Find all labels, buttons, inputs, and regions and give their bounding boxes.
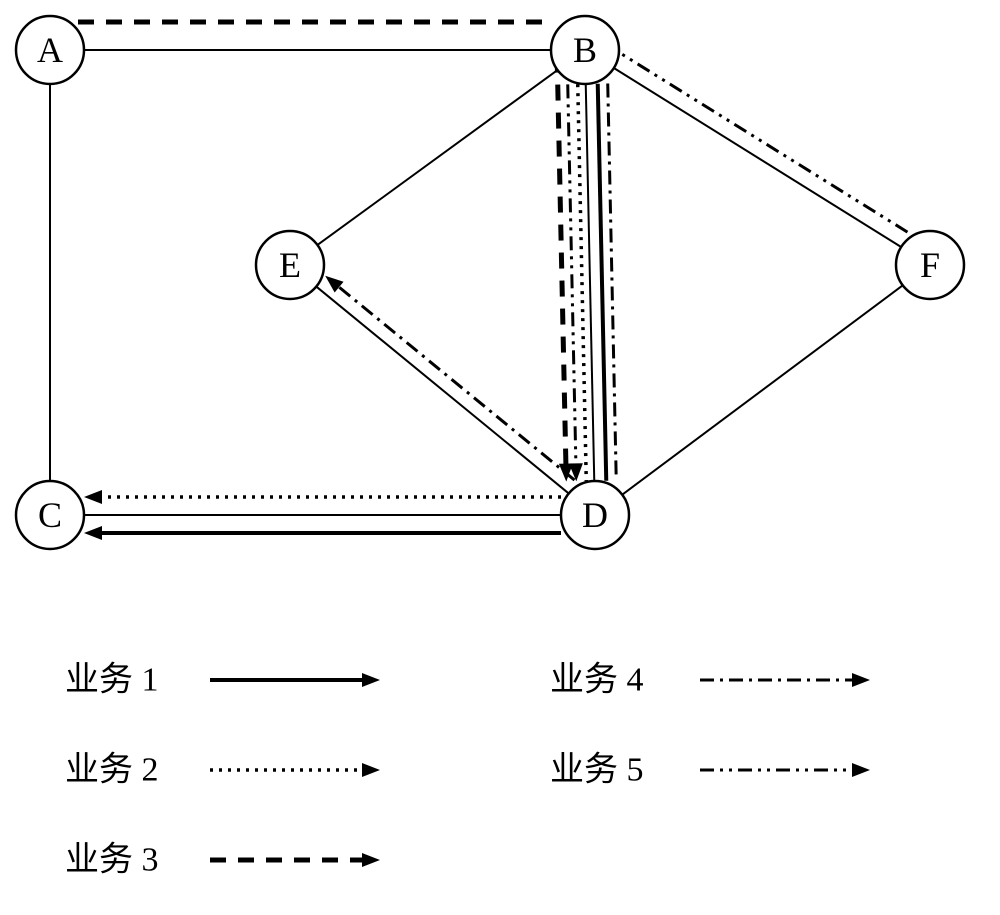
node-A-label: A: [37, 30, 63, 70]
network-diagram: A B C D E F 业务 1 业务 2 业务 3 业务 4 业务 5: [0, 0, 1000, 915]
service-3-seg-1: [557, 57, 566, 471]
nodes: A B C D E F: [16, 16, 964, 549]
node-C: C: [16, 481, 84, 549]
node-F-label: F: [920, 245, 940, 285]
node-D: D: [561, 481, 629, 549]
node-B-label: B: [573, 30, 597, 70]
node-A: A: [16, 16, 84, 84]
service-1-path: [84, 84, 606, 540]
node-E-label: E: [279, 245, 301, 285]
service-paths: [50, 22, 910, 540]
node-D-label: D: [582, 495, 608, 535]
legend-label-2: 业务 2: [65, 751, 159, 789]
service-4-seg-1: [334, 283, 620, 517]
service-2-path: [84, 84, 586, 504]
service-1-seg-0: [598, 84, 607, 481]
edge-B-E: [317, 70, 557, 245]
service-5-path: [568, 44, 910, 482]
service-4-seg-0: [608, 84, 616, 475]
legend-label-1: 业务 1: [65, 661, 159, 699]
node-B: B: [551, 16, 619, 84]
service-5-seg-0: [605, 44, 909, 234]
legend-label-5: 业务 5: [550, 751, 644, 789]
base-edges: [50, 50, 903, 515]
edge-B-D: [586, 84, 595, 481]
legend-label-4: 业务 4: [550, 661, 644, 699]
node-E: E: [256, 231, 324, 299]
node-C-label: C: [38, 495, 62, 535]
edge-B-F: [614, 68, 901, 247]
edge-D-F: [622, 285, 903, 494]
legend: 业务 1 业务 2 业务 3 业务 4 业务 5: [65, 661, 870, 879]
edge-E-D: [316, 287, 568, 494]
legend-label-3: 业务 3: [65, 841, 159, 879]
service-4-path: [325, 84, 619, 517]
node-F: F: [896, 231, 964, 299]
service-2-seg-0: [578, 84, 587, 481]
service-5-seg-1: [568, 84, 576, 470]
